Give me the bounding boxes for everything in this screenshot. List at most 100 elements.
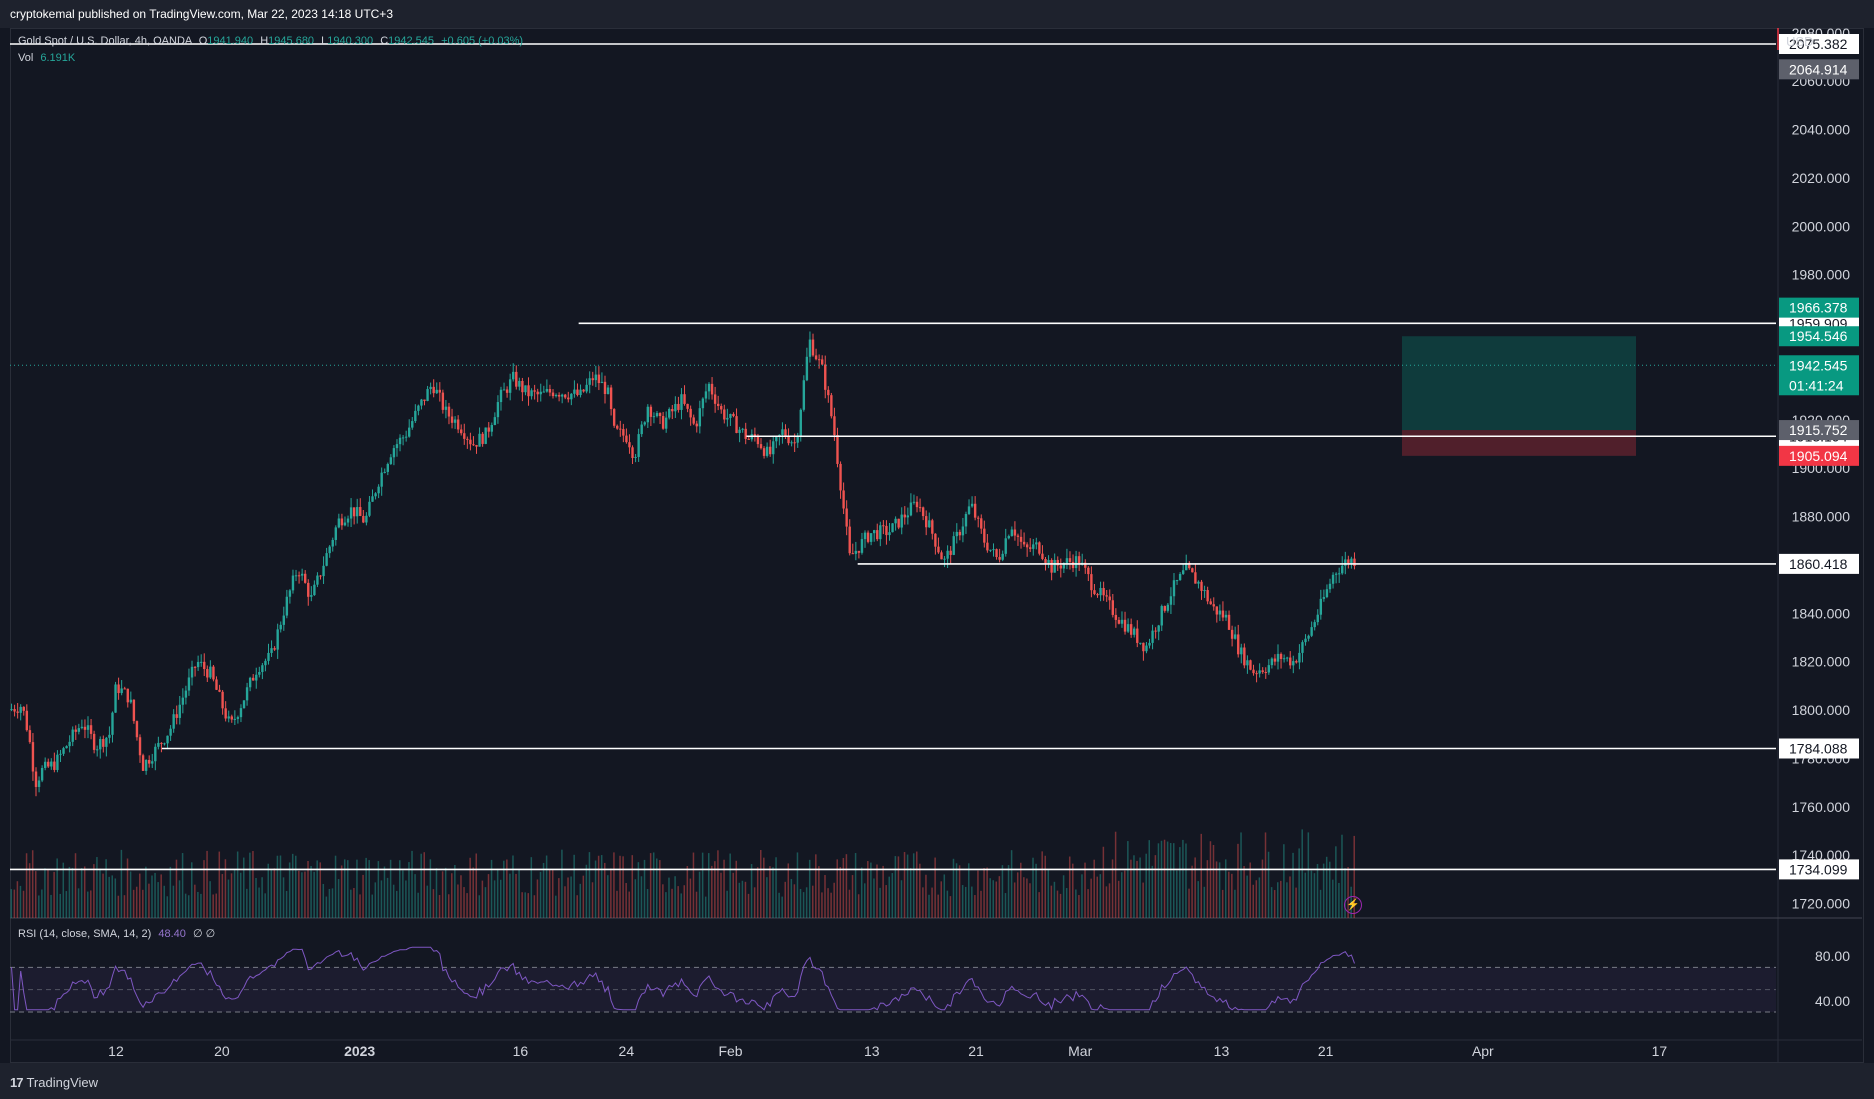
- volume-bar: [166, 896, 169, 918]
- candle: [288, 590, 292, 597]
- candle: [1267, 665, 1271, 673]
- volume-bar: [940, 881, 942, 918]
- volume-bar: [221, 874, 224, 918]
- volume-bar: [824, 875, 826, 918]
- candle: [1353, 558, 1356, 567]
- candle: [13, 709, 16, 712]
- position-profit-zone[interactable]: [1402, 336, 1636, 431]
- volume-bar: [1130, 859, 1132, 918]
- candle: [1319, 598, 1323, 615]
- volume-bar: [184, 893, 187, 918]
- candle: [814, 355, 818, 360]
- volume-bar: [1136, 860, 1138, 918]
- position-loss-zone[interactable]: [1402, 430, 1636, 456]
- candle: [1181, 570, 1185, 574]
- candle: [848, 526, 851, 554]
- tradingview-brand[interactable]: 17 TradingView: [10, 1075, 98, 1090]
- volume-bar: [766, 877, 768, 918]
- price-tick-label: 1800.000: [1792, 702, 1851, 718]
- volume-bar: [1007, 865, 1010, 918]
- volume-bar: [1338, 882, 1340, 918]
- volume-bar: [252, 851, 254, 918]
- close-label: C: [380, 35, 389, 47]
- volume-bar: [322, 883, 325, 918]
- volume-bar: [741, 880, 744, 918]
- volume-bar: [383, 866, 386, 918]
- volume-bar: [19, 885, 22, 918]
- time-tick-label: Feb: [718, 1043, 742, 1059]
- volume-bar: [487, 874, 490, 918]
- volume-bar: [625, 883, 627, 918]
- candle: [588, 378, 591, 385]
- volume-bar: [1078, 895, 1080, 918]
- volume-bar: [1056, 890, 1059, 918]
- candle: [1197, 581, 1200, 584]
- volume-bar: [56, 858, 58, 918]
- volume-bar: [105, 859, 107, 918]
- candle: [438, 389, 442, 393]
- volume-bar: [1307, 832, 1310, 918]
- volume-bar: [10, 889, 13, 918]
- candle: [787, 436, 790, 444]
- volume-bar: [466, 893, 468, 918]
- volume-bar: [71, 867, 74, 918]
- candle: [435, 389, 438, 394]
- time-tick-label: 13: [864, 1043, 880, 1059]
- volume-bar: [919, 863, 921, 918]
- candle: [444, 406, 448, 410]
- volume-bar: [698, 871, 701, 918]
- level-price-label: 1734.099: [1789, 861, 1848, 877]
- candle: [493, 417, 497, 425]
- volume-bar: [1087, 889, 1089, 918]
- volume-bar: [362, 874, 364, 918]
- currency-label[interactable]: USD: [1786, 34, 1814, 49]
- candle: [1129, 624, 1133, 635]
- candle: [401, 437, 405, 439]
- volume-bar: [1310, 870, 1313, 918]
- candle: [1347, 559, 1350, 564]
- candle: [661, 416, 665, 429]
- volume-bar: [616, 890, 618, 918]
- candle: [1099, 587, 1102, 596]
- candle: [469, 439, 472, 445]
- candle: [102, 738, 105, 747]
- volume-bar: [420, 853, 422, 918]
- price-tick-label: 2000.000: [1792, 218, 1851, 234]
- candle: [325, 553, 328, 566]
- candle: [221, 691, 224, 709]
- candle: [230, 716, 233, 720]
- volume-bar: [365, 857, 367, 918]
- candle: [720, 406, 723, 410]
- volume-bar: [1154, 855, 1157, 918]
- candle: [570, 393, 573, 400]
- volume-bar: [255, 877, 257, 918]
- candle: [196, 661, 200, 668]
- candle: [998, 557, 1001, 560]
- candle: [74, 729, 77, 732]
- candle: [1123, 619, 1127, 632]
- time-tick-label: 17: [1652, 1043, 1668, 1059]
- volume-bar: [888, 876, 890, 918]
- candle: [276, 629, 279, 650]
- volume-bar: [160, 874, 162, 918]
- volume-bar: [432, 889, 435, 918]
- volume-bar: [897, 856, 900, 918]
- candle: [1334, 573, 1338, 575]
- candle: [882, 525, 885, 527]
- candle: [854, 550, 858, 554]
- candle: [811, 339, 815, 356]
- volume-bar: [833, 882, 835, 918]
- volume-bar: [597, 855, 600, 918]
- candle: [463, 433, 466, 439]
- lightning-icon[interactable]: ⚡: [1344, 896, 1362, 914]
- candle: [934, 533, 937, 547]
- candle: [212, 666, 215, 680]
- volume-bar: [96, 857, 98, 918]
- volume-bar: [946, 890, 949, 918]
- volume-bar: [998, 876, 1001, 918]
- volume-bar: [790, 879, 793, 918]
- candle: [1016, 535, 1020, 537]
- candle: [704, 391, 708, 399]
- volume-bar: [1224, 859, 1227, 918]
